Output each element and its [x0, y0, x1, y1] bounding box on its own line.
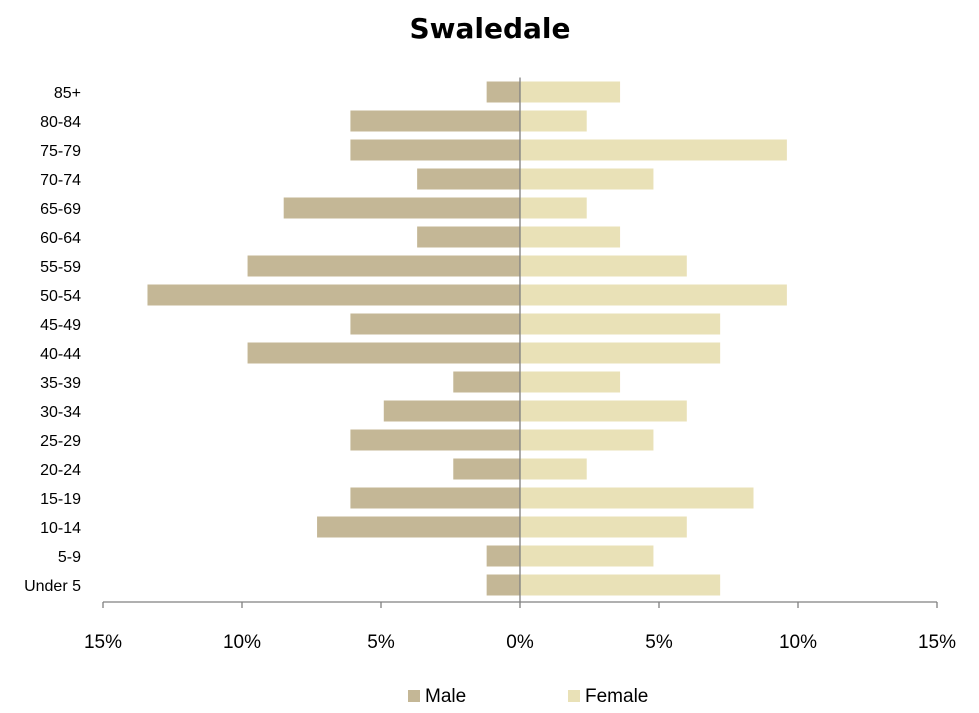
bar-female-55-59: [520, 255, 687, 277]
legend: Male Female: [408, 686, 648, 707]
bar-male-20-24: [453, 458, 520, 480]
category-label: 45-49: [40, 317, 81, 334]
x-tick-label: 5%: [645, 632, 673, 653]
bar-male-45-49: [350, 313, 520, 335]
bar-female-25-29: [520, 429, 654, 451]
category-label: 15-19: [40, 491, 81, 508]
legend-label-male: Male: [425, 686, 466, 707]
bar-male-30-34: [383, 400, 520, 422]
category-label: 55-59: [40, 259, 81, 276]
bar-male-85-: [486, 81, 520, 103]
bar-male-10-14: [317, 516, 520, 538]
bar-male-60-64: [417, 226, 520, 248]
category-label: 20-24: [40, 462, 81, 479]
category-label: 50-54: [40, 288, 81, 305]
bar-female-85-: [520, 81, 621, 103]
bar-female-15-19: [520, 487, 754, 509]
x-tick-label: 0%: [506, 632, 534, 653]
bar-female-60-64: [520, 226, 621, 248]
bar-female-75-79: [520, 139, 787, 161]
bar-male-25-29: [350, 429, 520, 451]
bar-female-35-39: [520, 371, 621, 393]
bar-female-10-14: [520, 516, 687, 538]
bar-female-45-49: [520, 313, 721, 335]
category-label: 70-74: [40, 172, 81, 189]
bar-male-70-74: [417, 168, 520, 190]
bar-male-50-54: [147, 284, 521, 306]
x-axis: 15% 10% 5% 0% 5% 10% 15%: [84, 77, 956, 653]
category-label: 5-9: [58, 549, 81, 566]
legend-swatch-female: [568, 690, 580, 702]
bar-female-30-34: [520, 400, 687, 422]
legend-label-female: Female: [585, 686, 648, 707]
bar-female-80-84: [520, 110, 587, 132]
category-label: Under 5: [24, 578, 81, 595]
x-tick-label: 10%: [779, 632, 817, 653]
chart-title: Swaledale: [409, 12, 570, 45]
bar-male-15-19: [350, 487, 520, 509]
bar-male-35-39: [453, 371, 520, 393]
category-label: 30-34: [40, 404, 81, 421]
category-label: 75-79: [40, 143, 81, 160]
legend-swatch-male: [408, 690, 420, 702]
category-label: 65-69: [40, 201, 81, 218]
bar-male-55-59: [247, 255, 520, 277]
bar-female-50-54: [520, 284, 787, 306]
bars-group: [147, 81, 787, 596]
bar-female-under-5: [520, 574, 721, 596]
x-tick-label: 15%: [84, 632, 122, 653]
bar-male-5-9: [486, 545, 520, 567]
category-label: 25-29: [40, 433, 81, 450]
category-label: 35-39: [40, 375, 81, 392]
category-label: 80-84: [40, 114, 81, 131]
bar-male-40-44: [247, 342, 520, 364]
bar-female-65-69: [520, 197, 587, 219]
bar-male-65-69: [283, 197, 520, 219]
category-label: 40-44: [40, 346, 81, 363]
bar-male-under-5: [486, 574, 520, 596]
category-label: 10-14: [40, 520, 81, 537]
bar-male-80-84: [350, 110, 520, 132]
category-labels: Under 5 5-9 10-14 15-19 20-24 25-29 30-34 35-39…: [24, 85, 81, 595]
category-label: 85+: [54, 85, 81, 102]
bar-female-70-74: [520, 168, 654, 190]
x-tick-label: 15%: [918, 632, 956, 653]
bar-male-75-79: [350, 139, 520, 161]
bar-female-5-9: [520, 545, 654, 567]
bar-female-20-24: [520, 458, 587, 480]
category-label: 60-64: [40, 230, 81, 247]
x-tick-label: 10%: [223, 632, 261, 653]
x-tick-label: 5%: [367, 632, 395, 653]
bar-female-40-44: [520, 342, 721, 364]
